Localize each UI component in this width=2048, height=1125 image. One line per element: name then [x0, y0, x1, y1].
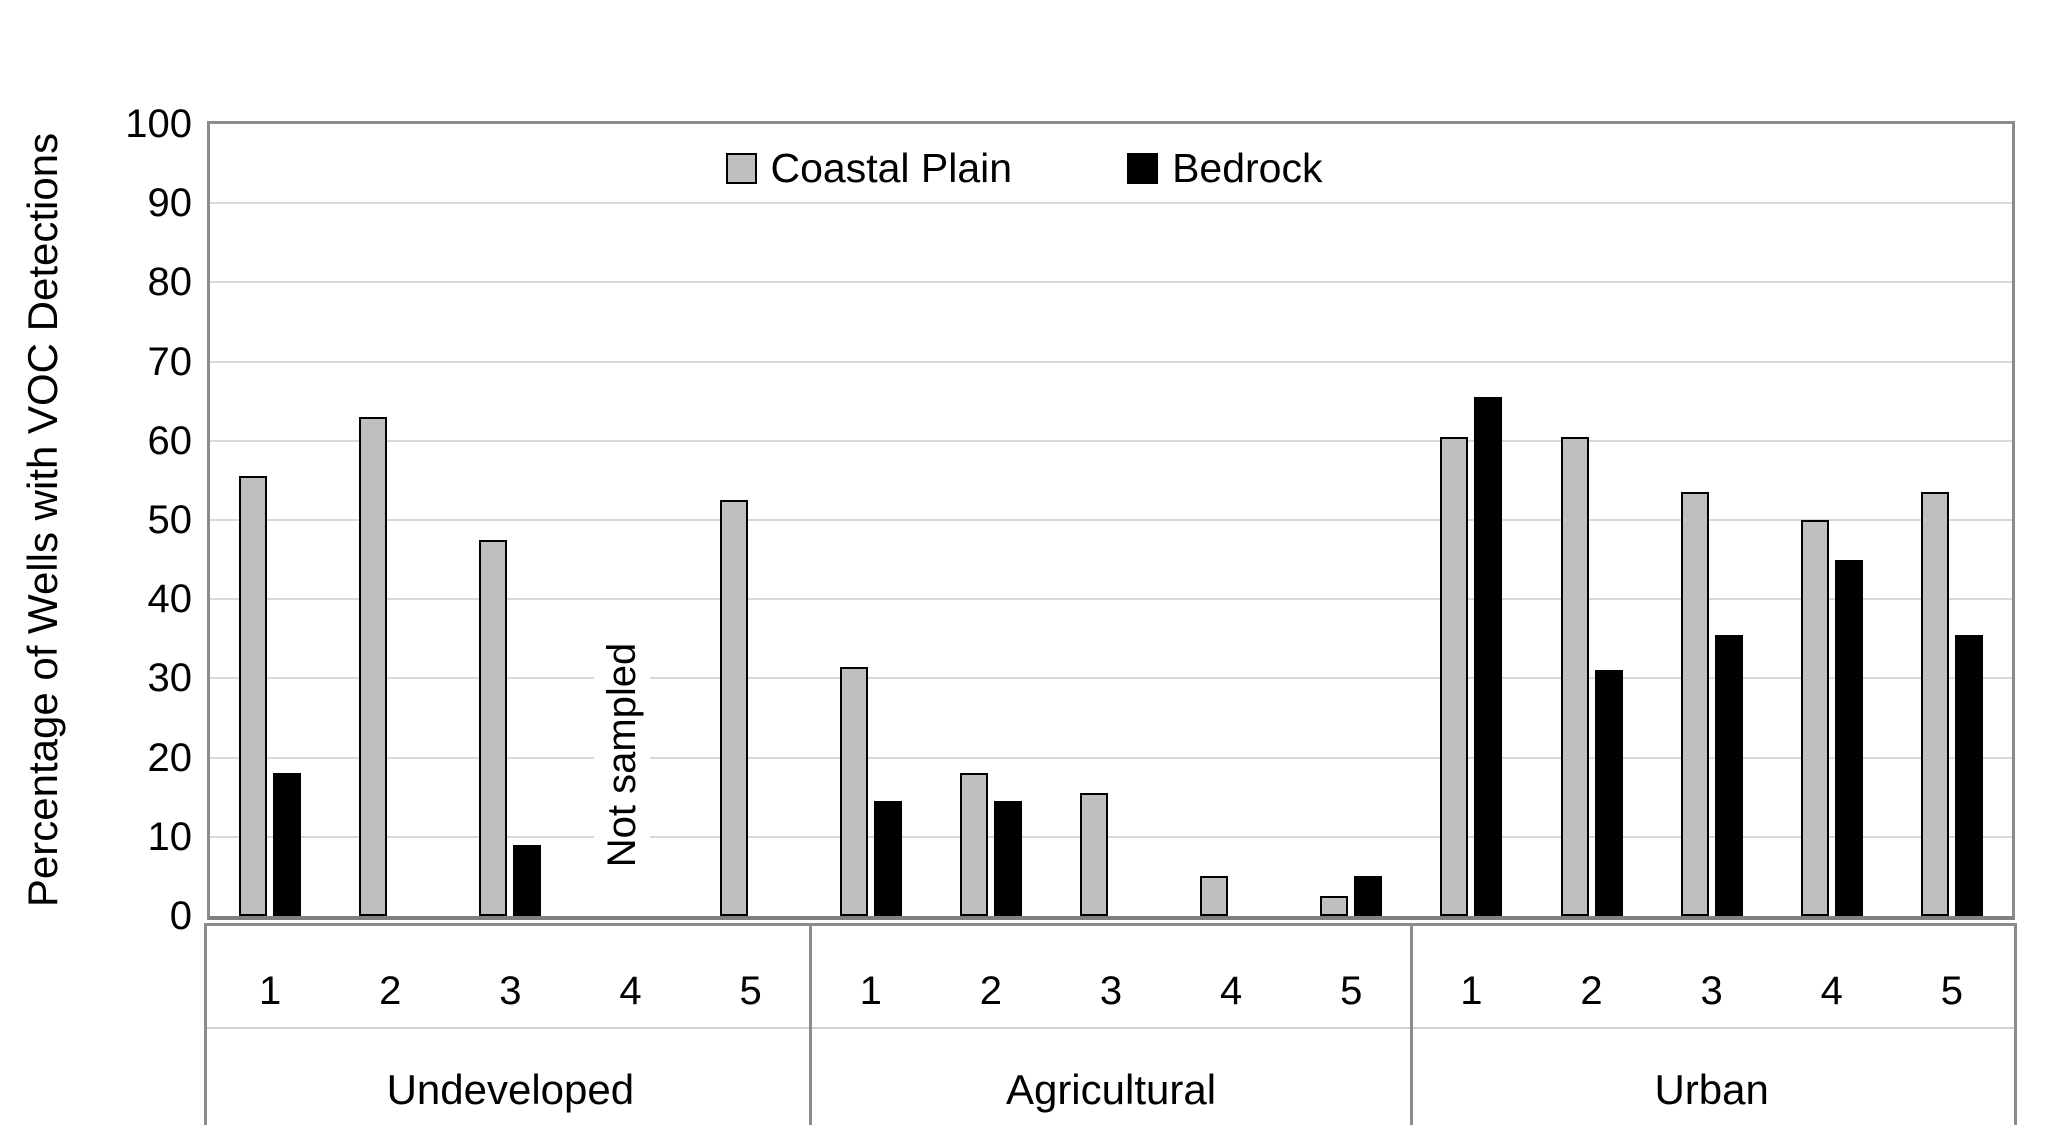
category-axis-tier-separator	[207, 1027, 2014, 1029]
category-label-undeveloped-5: 5	[739, 969, 762, 1013]
legend-label-coastal-plain: Coastal Plain	[770, 145, 1013, 191]
gridline-90	[210, 202, 2012, 205]
category-axis-box	[204, 923, 2017, 1125]
bar-agricultural-5-bedrock	[1354, 876, 1383, 916]
category-label-urban-2: 2	[1580, 969, 1603, 1013]
category-label-agricultural-4: 4	[1220, 969, 1243, 1013]
bar-urban-5-bedrock	[1954, 634, 1983, 916]
not-sampled-annotation: Not sampled	[594, 605, 650, 905]
bar-urban-2-coastal-plain	[1560, 436, 1589, 916]
y-tick-label-80: 80	[147, 260, 193, 305]
bar-agricultural-2-coastal-plain	[959, 773, 988, 916]
legend-item-coastal-plain: Coastal Plain	[725, 145, 1013, 191]
group-label-agricultural: Agricultural	[1005, 1066, 1217, 1113]
group-divider-2	[1409, 923, 1413, 1125]
bar-agricultural-2-bedrock	[993, 801, 1022, 916]
group-label-undeveloped: Undeveloped	[386, 1066, 635, 1113]
bedrock-swatch-icon	[1127, 152, 1159, 184]
coastal-plain-swatch-icon	[725, 152, 757, 184]
category-label-urban-3: 3	[1700, 969, 1723, 1013]
group-divider-1	[809, 923, 813, 1125]
bar-agricultural-1-bedrock	[873, 801, 902, 916]
category-label-undeveloped-3: 3	[499, 969, 522, 1013]
bar-undeveloped-3-bedrock	[513, 844, 542, 916]
legend-label-bedrock: Bedrock	[1172, 145, 1323, 191]
bar-agricultural-3-coastal-plain	[1080, 793, 1108, 916]
bar-agricultural-1-coastal-plain	[839, 666, 868, 916]
category-label-undeveloped-4: 4	[619, 969, 642, 1013]
gridline-10	[210, 835, 2012, 838]
bar-undeveloped-1-coastal-plain	[239, 476, 268, 916]
y-tick-label-40: 40	[147, 577, 193, 622]
bar-urban-3-bedrock	[1714, 634, 1743, 916]
bar-undeveloped-1-bedrock	[273, 773, 302, 916]
category-label-agricultural-1: 1	[859, 969, 882, 1013]
category-label-urban-4: 4	[1820, 969, 1843, 1013]
bar-urban-5-coastal-plain	[1920, 492, 1949, 916]
y-tick-label-90: 90	[147, 181, 193, 226]
category-label-urban-1: 1	[1460, 969, 1483, 1013]
plot-area: Not sampled	[207, 121, 2015, 920]
y-tick-label-20: 20	[147, 735, 193, 780]
y-tick-label-0: 0	[169, 894, 192, 938]
y-tick-label-60: 60	[147, 418, 193, 463]
gridline-50	[210, 519, 2012, 521]
bar-agricultural-4-coastal-plain	[1200, 876, 1229, 916]
bar-urban-4-coastal-plain	[1800, 520, 1829, 916]
gridline-80	[210, 281, 2012, 284]
gridline-60	[210, 439, 2012, 442]
bar-undeveloped-5-coastal-plain	[719, 500, 748, 916]
bar-urban-3-coastal-plain	[1680, 492, 1709, 916]
bar-urban-2-bedrock	[1594, 670, 1623, 916]
y-tick-label-10: 10	[147, 814, 193, 859]
bar-urban-1-coastal-plain	[1440, 436, 1469, 916]
y-tick-label-100: 100	[125, 102, 192, 146]
category-label-urban-5: 5	[1940, 969, 1964, 1013]
gridline-70	[210, 360, 2012, 363]
group-label-urban: Urban	[1654, 1066, 1769, 1113]
bar-undeveloped-3-coastal-plain	[479, 539, 508, 916]
y-tick-label-50: 50	[147, 498, 193, 542]
legend-item-bedrock: Bedrock	[1127, 145, 1323, 191]
category-label-agricultural-3: 3	[1099, 969, 1123, 1013]
legend: Coastal Plain Bedrock	[0, 146, 2048, 190]
category-label-agricultural-5: 5	[1340, 969, 1363, 1013]
bar-urban-4-bedrock	[1834, 559, 1863, 916]
bar-urban-1-bedrock	[1474, 397, 1503, 916]
category-label-undeveloped-2: 2	[379, 969, 402, 1013]
y-axis-title: Percentage of Wells with VOC Detections	[19, 132, 66, 908]
y-tick-label-70: 70	[147, 339, 193, 384]
category-label-undeveloped-1: 1	[258, 969, 282, 1013]
category-label-agricultural-2: 2	[979, 969, 1002, 1013]
bar-agricultural-5-coastal-plain	[1320, 896, 1349, 916]
gridline-40	[210, 598, 2012, 601]
y-tick-label-30: 30	[147, 656, 193, 701]
bar-undeveloped-2-coastal-plain	[359, 417, 388, 916]
gridline-30	[210, 677, 2012, 680]
gridline-20	[210, 756, 2012, 759]
